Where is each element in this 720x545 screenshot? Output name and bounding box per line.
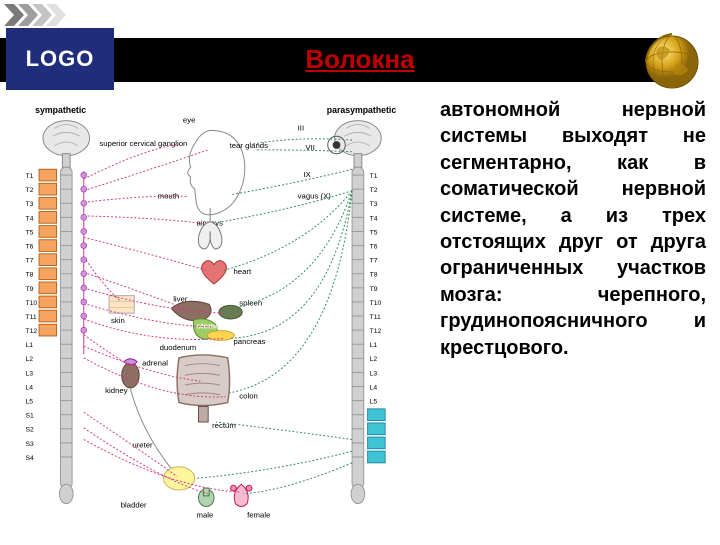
- svg-text:T2: T2: [25, 187, 33, 194]
- ureter: [130, 389, 171, 469]
- svg-text:T7: T7: [370, 258, 378, 265]
- svg-text:T1: T1: [25, 173, 33, 180]
- svg-text:liver: liver: [173, 294, 188, 303]
- decorative-arrows: [4, 4, 74, 26]
- svg-text:T3: T3: [370, 201, 378, 208]
- lungs: [198, 208, 222, 249]
- svg-text:VII: VII: [305, 143, 315, 152]
- svg-text:T4: T4: [370, 215, 378, 222]
- svg-text:T10: T10: [370, 300, 382, 307]
- svg-text:pancreas: pancreas: [233, 337, 265, 346]
- svg-text:ureter: ureter: [132, 440, 153, 449]
- parasympathetic-label: parasympathetic: [327, 105, 397, 115]
- svg-text:T12: T12: [370, 328, 382, 335]
- svg-text:S3: S3: [25, 441, 34, 448]
- female-genitalia: [231, 484, 252, 506]
- svg-text:female: female: [247, 510, 270, 519]
- svg-text:L4: L4: [25, 384, 33, 391]
- svg-text:T9: T9: [370, 286, 378, 293]
- arrow-chevrons: [4, 4, 74, 26]
- svg-text:T12: T12: [25, 328, 37, 335]
- svg-text:colon: colon: [239, 392, 258, 401]
- svg-text:T7: T7: [25, 258, 33, 265]
- svg-text:L2: L2: [25, 356, 33, 363]
- eye-label: eye: [183, 116, 196, 125]
- svg-text:L1: L1: [25, 342, 33, 349]
- svg-text:spleen: spleen: [239, 298, 262, 307]
- adrenal: [124, 359, 138, 365]
- svg-text:IX: IX: [303, 170, 311, 179]
- svg-text:T1: T1: [370, 173, 378, 180]
- sympathetic-label: sympathetic: [35, 105, 86, 115]
- svg-text:rectum: rectum: [212, 421, 236, 430]
- svg-text:bladder: bladder: [121, 501, 147, 510]
- svg-text:adrenal: adrenal: [142, 359, 168, 368]
- logo-text: LOGO: [26, 46, 95, 72]
- svg-text:duodenum: duodenum: [160, 343, 197, 352]
- svg-text:T11: T11: [25, 314, 36, 321]
- text-column: автономной нервной системы выходят не се…: [430, 95, 720, 540]
- content-area: sympathetic parasympathetic: [0, 95, 720, 540]
- heart: [202, 261, 227, 284]
- svg-text:T8: T8: [25, 272, 33, 279]
- svg-text:stomach: stomach: [197, 322, 229, 331]
- svg-text:S2: S2: [25, 427, 34, 434]
- svg-text:L3: L3: [370, 370, 378, 377]
- brain-left: [43, 121, 90, 168]
- logo-box: LOGO: [6, 28, 114, 90]
- sympathetic-fibers: [84, 144, 240, 494]
- male-genitalia: [198, 488, 214, 506]
- svg-text:S1: S1: [25, 413, 34, 420]
- svg-text:male: male: [197, 510, 214, 519]
- globe-icon: [640, 30, 704, 94]
- svg-text:T5: T5: [370, 229, 378, 236]
- svg-text:T9: T9: [25, 286, 33, 293]
- svg-text:L4: L4: [370, 384, 378, 391]
- svg-text:superior cervical ganglion: superior cervical ganglion: [99, 139, 187, 148]
- svg-text:S4: S4: [25, 455, 34, 462]
- svg-text:T2: T2: [370, 187, 378, 194]
- svg-text:T10: T10: [25, 300, 37, 307]
- svg-text:T3: T3: [25, 201, 33, 208]
- svg-text:L1: L1: [370, 342, 378, 349]
- svg-text:T11: T11: [370, 314, 381, 321]
- svg-text:L5: L5: [25, 399, 33, 406]
- mouth-label: mouth: [158, 191, 180, 200]
- svg-text:T6: T6: [25, 243, 33, 250]
- svg-text:skin: skin: [111, 316, 125, 325]
- svg-text:vagus (X): vagus (X): [298, 191, 332, 200]
- svg-text:heart: heart: [233, 267, 252, 276]
- svg-text:L3: L3: [25, 370, 33, 377]
- intestines: [177, 355, 229, 422]
- svg-text:L5: L5: [370, 399, 378, 406]
- spleen: [219, 305, 242, 319]
- svg-text:T4: T4: [25, 215, 33, 222]
- svg-text:kidney: kidney: [105, 386, 128, 395]
- brain-right: [335, 121, 382, 168]
- anatomy-diagram: sympathetic parasympathetic: [0, 95, 430, 540]
- svg-text:III: III: [298, 123, 304, 132]
- svg-text:T5: T5: [25, 229, 33, 236]
- svg-text:T8: T8: [370, 272, 378, 279]
- body-paragraph: автономной нервной системы выходят не се…: [440, 97, 706, 361]
- page-title: Волокна: [305, 44, 414, 75]
- svg-text:L2: L2: [370, 356, 378, 363]
- svg-text:T6: T6: [370, 243, 378, 250]
